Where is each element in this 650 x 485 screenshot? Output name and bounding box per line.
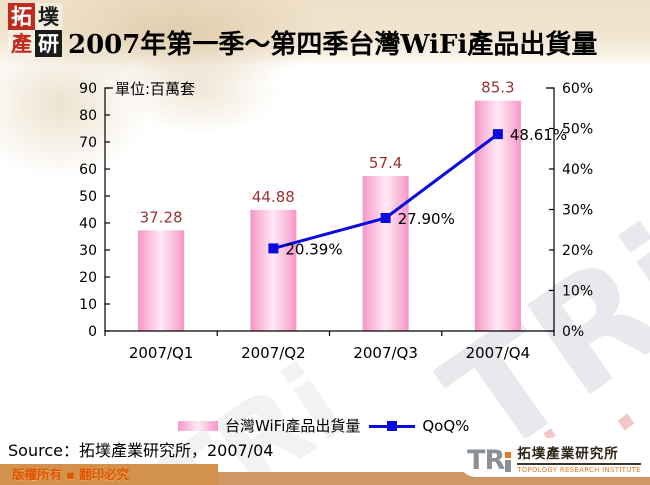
tri-latin-letters: TR <box>467 444 505 476</box>
x-category-label: 2007/Q2 <box>241 344 306 362</box>
bar-2007/Q4 <box>474 100 521 331</box>
bar-2007/Q1 <box>138 230 185 331</box>
qoq-value-label: 20.39% <box>285 240 342 258</box>
watermark-dot <box>617 413 635 431</box>
right-tick-label: 50% <box>562 122 593 138</box>
tri-logo-names: 拓墣產業研究所 TOPOLOGY RESEARCH INSTITUTE <box>517 442 641 474</box>
x-category-label: 2007/Q4 <box>466 344 531 362</box>
bar-value-label: 57.4 <box>369 154 402 172</box>
left-tick-label: 0 <box>88 324 97 340</box>
tri-en-name: TOPOLOGY RESEARCH INSTITUTE <box>517 465 641 474</box>
x-category-label: 2007/Q3 <box>353 344 418 362</box>
left-tick-label: 50 <box>79 189 97 205</box>
qoq-value-label: 48.61% <box>510 126 567 144</box>
left-tick-label: 20 <box>79 270 97 286</box>
copyright-strip: 版權所有 ▪ 翻印必究 <box>0 464 218 485</box>
bar-2007/Q2 <box>250 209 297 331</box>
x-axis: 2007/Q1 2007/Q2 2007/Q3 2007/Q4 <box>104 331 555 362</box>
right-tick-label: 10% <box>562 284 593 300</box>
source-line: Source：拓墣產業研究所，2007/04 <box>8 441 274 460</box>
qoq-marker <box>380 213 391 224</box>
legend-line-swatch <box>369 420 416 431</box>
bar-value-label: 37.28 <box>140 208 183 226</box>
qoq-marker <box>492 129 503 140</box>
legend-square-marker <box>387 420 398 431</box>
left-tick-label: 10 <box>79 297 97 313</box>
legend-label-shipments: 台灣WiFi產品出貨量 <box>225 417 361 435</box>
legend-item-qoq: QoQ% <box>369 417 469 435</box>
tri-stamp-logo: 拓 墣 產 研 <box>8 3 62 57</box>
logo-char: 產 <box>8 30 35 57</box>
bar-2007/Q3 <box>362 176 409 331</box>
legend-label-qoq: QoQ% <box>422 416 470 435</box>
x-category-label: 2007/Q1 <box>129 344 194 362</box>
qoq-markers: 20.39% 27.90% 48.61% <box>268 126 567 258</box>
tri-cjk-name: 拓墣產業研究所 <box>517 442 641 465</box>
qoq-line <box>271 132 500 250</box>
tri-i-letter <box>505 450 512 474</box>
logo-char: 研 <box>35 30 62 57</box>
right-tick-label: 0% <box>562 324 584 340</box>
legend-item-shipments: 台灣WiFi產品出貨量 <box>178 415 360 436</box>
bar-series <box>138 100 521 331</box>
right-tick-label: 60% <box>562 81 593 97</box>
page-title: 2007年第一季～第四季台灣WiFi產品出貨量 <box>68 30 598 60</box>
left-tick-label: 40 <box>79 216 97 232</box>
logo-char: 墣 <box>35 3 62 30</box>
tri-i-stem <box>505 459 512 472</box>
legend-bar-swatch <box>178 420 218 431</box>
chart-legend: 台灣WiFi產品出貨量 QoQ% <box>178 415 469 436</box>
tri-logo-row: TR 拓墣產業研究所 TOPOLOGY RESEARCH INSTITUTE <box>467 442 641 474</box>
left-tick-label: 30 <box>79 243 97 259</box>
right-tick-label: 20% <box>562 243 593 259</box>
right-tick-label: 40% <box>562 162 593 178</box>
bar-value-label: 85.3 <box>481 79 514 97</box>
tri-footer-logo: TR 拓墣產業研究所 TOPOLOGY RESEARCH INSTITUTE <box>458 438 650 477</box>
qoq-value-label: 27.90% <box>398 210 455 228</box>
bar-value-label: 44.88 <box>252 188 295 206</box>
qoq-marker <box>268 243 279 254</box>
tri-orange-dot <box>505 451 512 458</box>
logo-char: 拓 <box>8 3 35 30</box>
right-tick-label: 30% <box>562 203 593 219</box>
right-axis: 0% 10% 20% 30% 40% 50% 60% <box>549 81 593 340</box>
